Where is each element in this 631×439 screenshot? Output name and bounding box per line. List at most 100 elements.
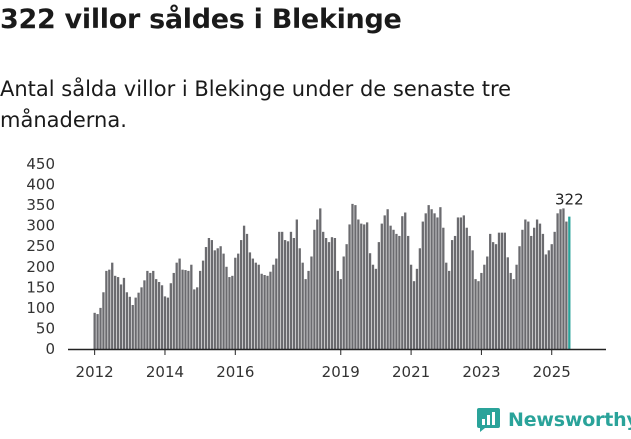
bar <box>415 268 419 349</box>
bar <box>160 285 164 349</box>
x-tick-label: 2012 <box>76 363 114 381</box>
y-tick-label: 200 <box>26 258 55 276</box>
bar <box>442 227 445 349</box>
bar <box>210 240 213 349</box>
x-tick-label: 2021 <box>392 363 430 381</box>
chart-title: 322 villor såldes i Blekinge <box>0 4 402 35</box>
bar <box>234 257 237 349</box>
bar <box>193 289 196 349</box>
bar <box>398 235 401 349</box>
bar <box>213 250 216 349</box>
bar <box>190 264 193 349</box>
bar <box>207 238 211 349</box>
bar <box>289 231 293 349</box>
bar <box>491 242 495 349</box>
y-tick-label: 150 <box>26 278 55 296</box>
bar <box>468 235 471 349</box>
brand-name: Newsworthy <box>508 409 631 431</box>
bar <box>506 257 509 349</box>
bar <box>184 270 187 349</box>
bar <box>553 231 556 349</box>
bar <box>445 262 448 349</box>
bar <box>163 296 167 349</box>
bar <box>281 231 284 349</box>
y-tick-label: 0 <box>45 340 55 358</box>
bar <box>453 235 457 349</box>
bar <box>198 270 202 349</box>
bar <box>383 215 386 349</box>
bar <box>409 264 413 349</box>
y-tick-label: 300 <box>26 217 55 235</box>
bar <box>386 209 389 349</box>
y-axis: 0 50 100 150 200 250 300 350 400 450 <box>26 155 55 358</box>
bar <box>465 227 468 349</box>
bar <box>330 237 334 349</box>
bar <box>562 208 565 349</box>
bar <box>178 258 181 349</box>
bar <box>263 275 266 349</box>
bar <box>125 292 129 349</box>
bar <box>166 297 170 349</box>
bar <box>181 269 184 349</box>
bar <box>228 277 231 349</box>
bar <box>348 224 351 349</box>
bar <box>225 266 228 349</box>
bar <box>357 219 360 349</box>
bar <box>336 270 339 349</box>
bar <box>538 223 542 349</box>
bar <box>450 240 454 349</box>
bar <box>351 203 354 349</box>
bar <box>93 312 96 349</box>
bar <box>565 221 568 349</box>
bar <box>222 253 225 349</box>
chart-subtitle: Antal sålda villor i Blekinge under de s… <box>0 77 512 132</box>
y-tick-label: 400 <box>26 176 55 194</box>
bar <box>196 287 199 349</box>
bar <box>157 281 161 349</box>
bar <box>395 233 398 349</box>
bar <box>407 235 410 349</box>
bar <box>544 254 548 349</box>
bar <box>556 213 559 349</box>
bar <box>187 270 190 349</box>
bar <box>448 270 451 349</box>
bar <box>524 219 527 349</box>
bar <box>342 256 345 349</box>
bar <box>240 240 243 349</box>
bars <box>93 203 571 349</box>
bar <box>111 262 114 349</box>
bar <box>295 219 298 349</box>
bar <box>404 212 407 349</box>
bar <box>131 305 134 349</box>
bar <box>477 281 480 349</box>
bar <box>278 231 281 349</box>
bar <box>140 287 143 349</box>
bar <box>494 244 498 349</box>
bar <box>237 253 240 349</box>
bar <box>527 221 530 349</box>
bar <box>272 264 275 349</box>
bar <box>146 270 149 349</box>
bar <box>486 256 489 349</box>
bar <box>374 268 378 349</box>
newsworthy-logo[interactable]: Newsworthy <box>476 407 631 433</box>
bar <box>401 216 404 349</box>
bar <box>102 292 105 349</box>
bar <box>266 275 269 349</box>
bar <box>530 235 533 349</box>
bar <box>119 284 123 349</box>
bar <box>436 217 439 349</box>
bar <box>559 209 562 349</box>
bar <box>333 238 337 349</box>
bar <box>509 272 512 349</box>
bar <box>310 256 313 349</box>
bar <box>313 229 316 349</box>
bar <box>152 270 155 349</box>
bar <box>474 279 477 349</box>
bar <box>533 227 536 349</box>
bar <box>345 244 348 349</box>
bar <box>108 269 111 349</box>
x-tick-label: 2019 <box>322 363 360 381</box>
x-tick-label: 2014 <box>146 363 184 381</box>
bar <box>275 258 278 349</box>
